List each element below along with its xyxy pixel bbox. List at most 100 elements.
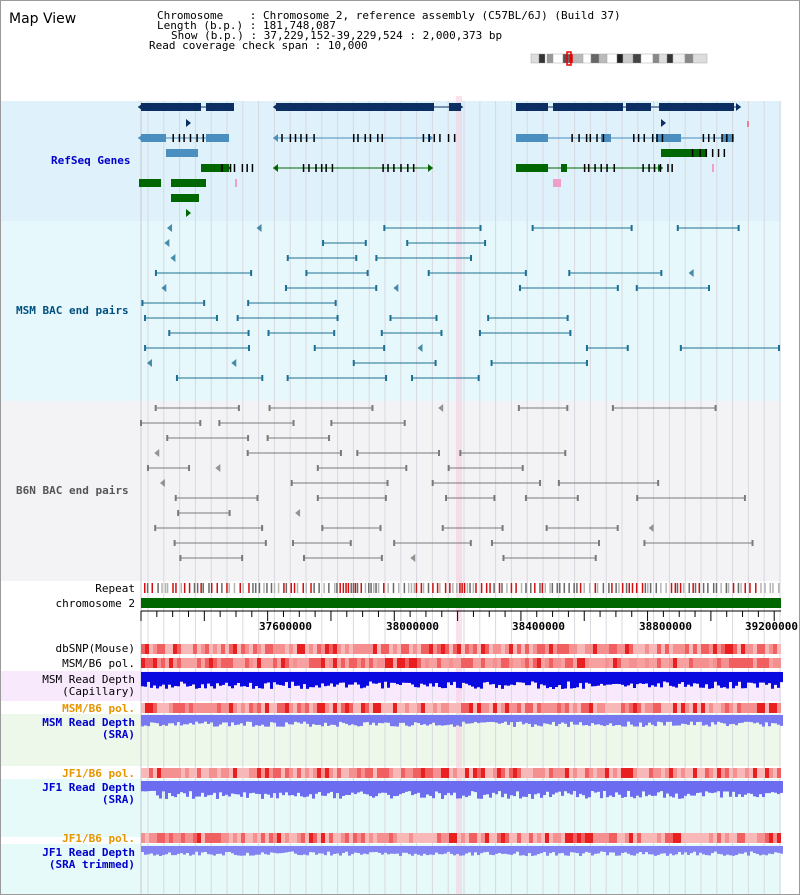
read-depth-bar [669,781,672,797]
read-depth-bar [681,781,684,799]
bac-end-marker [447,465,450,471]
repeat-feature [480,583,483,593]
polymorphism-cell [269,833,273,843]
polymorphism-cell [409,658,413,668]
bac-end-marker [140,420,143,426]
polymorphism-cell [777,658,781,668]
read-depth-bar [204,846,207,852]
repeat-feature [475,583,477,593]
bac-end-marker [144,315,147,321]
read-depth-bar [192,781,195,799]
repeat-feature [594,583,597,593]
polymorphism-cell [517,644,521,654]
polymorphism-cell [397,658,401,668]
repeat-feature [641,583,644,593]
polymorphism-cell [357,833,361,843]
bac-end-arrow [215,464,221,472]
repeat-feature [749,583,751,593]
read-depth-bar [444,672,447,689]
read-depth-bar [222,846,225,856]
bac-end-marker [427,270,430,276]
exon-tick [453,134,456,142]
polymorphism-cell [189,833,193,843]
read-depth-bar [237,781,240,795]
read-depth-bar [753,672,756,684]
exon-tick [302,164,305,172]
polymorphism-cell [661,833,665,843]
read-depth-bar [414,846,417,854]
polymorphism-cell [297,833,301,843]
polymorphism-cell [753,833,757,843]
read-depth-bar [390,715,393,727]
track-label-msm-bac[interactable]: MSM BAC end pairs [16,304,129,317]
read-depth-bar [606,715,609,726]
polymorphism-cell [401,703,405,713]
track-label-jf1-depth-trimmed[interactable]: JF1 Read Depth (SRA trimmed) [42,846,135,871]
track-label-repeat[interactable]: Repeat [95,582,135,595]
read-depth-bar [480,846,483,854]
polymorphism-cell [249,703,253,713]
read-depth-bar [588,672,591,684]
read-depth-bar [585,781,588,799]
polymorphism-cell [597,703,601,713]
repeat-feature [611,583,613,593]
read-depth-bar [675,846,678,855]
chromosome-ideogram-band [582,53,592,64]
polymorphism-cell [469,644,473,654]
polymorphism-cell [405,658,409,668]
polymorphism-cell [497,644,501,654]
polymorphism-cell [317,658,321,668]
polymorphism-cell [593,833,597,843]
track-label-msm-depth-capillary[interactable]: MSM Read Depth (Capillary) [42,673,135,698]
track-label-chromosome[interactable]: chromosome 2 [55,597,135,610]
repeat-feature [144,583,146,593]
chromosome-ideogram-band [684,53,694,64]
bac-end-marker [267,330,270,336]
read-depth-bar [546,715,549,724]
read-depth-bar [300,715,303,724]
track-label-refseq[interactable]: RefSeq Genes [51,154,131,167]
read-depth-bar [597,781,600,792]
exon-tick [229,164,232,172]
gene-exon [201,164,229,172]
track-label-jf1-pol-2[interactable]: JF1/B6 pol. [62,832,135,845]
read-depth-bar [300,846,303,856]
polymorphism-cell [373,768,377,778]
read-depth-bar [738,781,741,795]
polymorphism-cell [733,644,737,654]
read-depth-bar [174,672,177,687]
polymorphism-cell [293,768,297,778]
track-label-jf1-depth-sra[interactable]: JF1 Read Depth (SRA) [42,781,135,806]
read-depth-bar [705,672,708,685]
polymorphism-cell [273,833,277,843]
polymorphism-cell [401,768,405,778]
repeat-feature [410,583,413,593]
polymorphism-cell [737,658,741,668]
read-depth-bar [276,672,279,685]
track-label-jf1-pol[interactable]: JF1/B6 pol. [62,767,135,780]
read-depth-bar [654,672,657,687]
repeat-feature [210,583,213,593]
polymorphism-cell [237,768,241,778]
read-depth-bar [771,672,774,689]
polymorphism-cell [405,768,409,778]
track-label-msm-depth-sra[interactable]: MSM Read Depth (SRA) [42,716,135,741]
read-depth-bar [687,715,690,725]
read-depth-bar [282,846,285,853]
track-label-dbsnp[interactable]: dbSNP(Mouse) [55,642,135,655]
track-label-msm-pol[interactable]: MSM/B6 pol. [62,657,135,670]
exon-tick [594,164,596,172]
polymorphism-cell [589,703,593,713]
read-depth-bar [225,781,228,795]
bac-end-marker [778,345,780,351]
repeat-feature [682,583,685,593]
polymorphism-cell [393,644,397,654]
track-label-msm-pol-2[interactable]: MSM/B6 pol. [62,702,135,715]
read-depth-bar [147,846,150,855]
polymorphism-cell [169,833,173,843]
read-depth-bar [675,781,678,794]
track-label-b6n-bac[interactable]: B6N BAC end pairs [16,484,129,497]
read-depth-bar [468,781,471,796]
read-depth-bar [477,672,480,688]
